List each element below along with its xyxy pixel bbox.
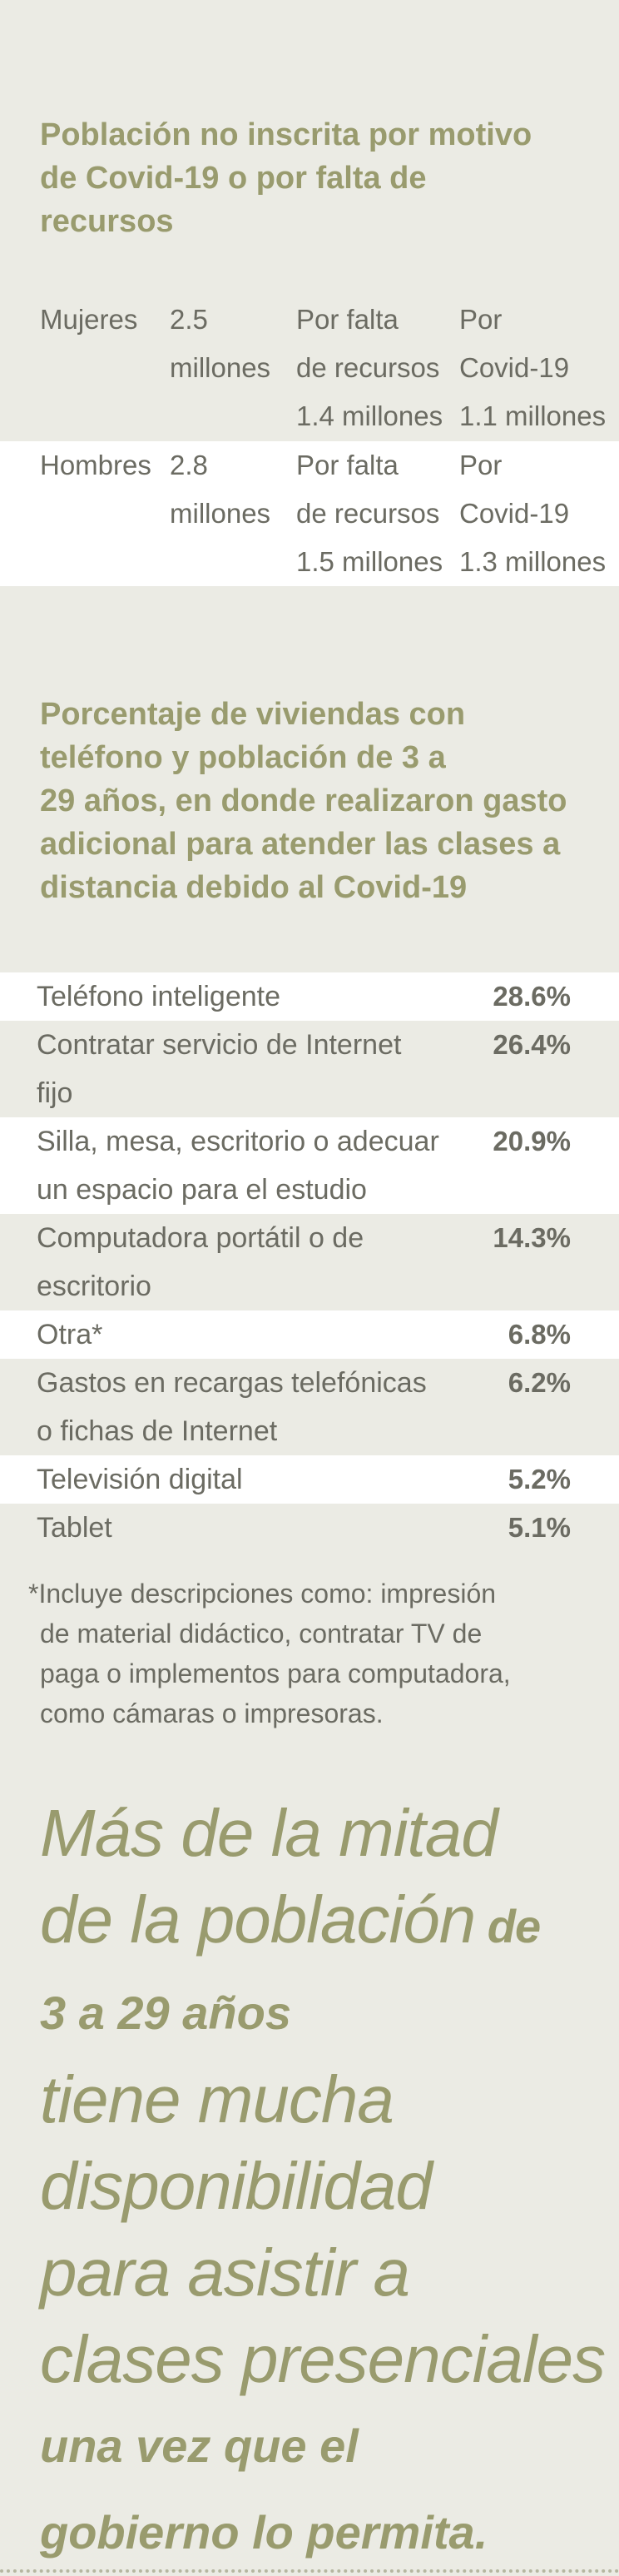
quote-line: clases presenciales [40, 2322, 606, 2396]
resources-value: Por falta de recursos 1.4 millones [296, 304, 443, 431]
pull-quote: Más de la mitad de la población de 3 a 2… [40, 1790, 606, 2576]
item-value: 20.9% [493, 1126, 571, 1156]
dotted-divider [0, 2569, 619, 2573]
list-item: Teléfono inteligente 28.6% [0, 972, 619, 1021]
list-item: Tablet 5.1% [0, 1504, 619, 1552]
item-label: Silla, mesa, escritorio o adecuar un esp… [37, 1126, 439, 1206]
item-label: Otra* [37, 1319, 103, 1350]
section1-title: Población no inscrita por motivo de Covi… [40, 117, 532, 239]
total-value: 2.5 millones [170, 304, 271, 383]
item-value: 28.6% [493, 981, 571, 1012]
resources-value: Por falta de recursos 1.5 millones [296, 450, 443, 577]
item-label: Computadora portátil o de escritorio [37, 1222, 364, 1302]
item-label: Televisión digital [37, 1464, 243, 1495]
covid-value: Por Covid-19 1.1 millones [459, 304, 607, 431]
item-label: Teléfono inteligente [37, 981, 281, 1012]
item-value: 6.8% [508, 1319, 571, 1350]
quote-line: gobierno lo permita. [40, 2506, 488, 2559]
quote-line: 3 a 29 años [40, 1987, 291, 2039]
item-value: 6.2% [508, 1367, 571, 1398]
quote-line: de la población de [40, 1882, 541, 1957]
quote-line: Más de la mitad [40, 1796, 498, 1870]
item-label: Tablet [37, 1512, 112, 1544]
population-row-hombres: Hombres 2.8 millones Por falta de recurs… [0, 441, 619, 586]
quote-line: para asistir a [40, 2235, 410, 2310]
list-item: Computadora portátil o de escritorio 14.… [0, 1214, 619, 1310]
item-label: Gastos en recargas telefónicas o fichas … [37, 1367, 427, 1447]
section2-title: Porcentaje de viviendas con teléfono y p… [40, 697, 567, 905]
item-value: 14.3% [493, 1222, 571, 1253]
item-label: Contratar servicio de Internet fijo [37, 1029, 402, 1109]
list-item: Gastos en recargas telefónicas o fichas … [0, 1359, 619, 1455]
quote-line: una vez que el [40, 2419, 359, 2472]
item-value: 5.1% [508, 1512, 571, 1543]
group-label: Hombres [40, 450, 151, 480]
item-value: 5.2% [508, 1464, 571, 1494]
group-label: Mujeres [40, 304, 138, 335]
covid-value: Por Covid-19 1.3 millones [459, 450, 607, 577]
item-value: 26.4% [493, 1029, 571, 1060]
footnote: *Incluye descripciones como: impresión d… [28, 1579, 511, 1728]
quote-line: disponibilidad [40, 2149, 433, 2223]
list-item: Silla, mesa, escritorio o adecuar un esp… [0, 1117, 619, 1214]
total-value: 2.8 millones [170, 450, 271, 529]
list-item: Televisión digital 5.2% [0, 1455, 619, 1504]
list-item: Contratar servicio de Internet fijo 26.4… [0, 1021, 619, 1117]
quote-line: tiene mucha [40, 2062, 394, 2136]
population-row-mujeres: Mujeres 2.5 millones Por falta de recurs… [0, 296, 619, 440]
list-item: Otra* 6.8% [0, 1310, 619, 1359]
